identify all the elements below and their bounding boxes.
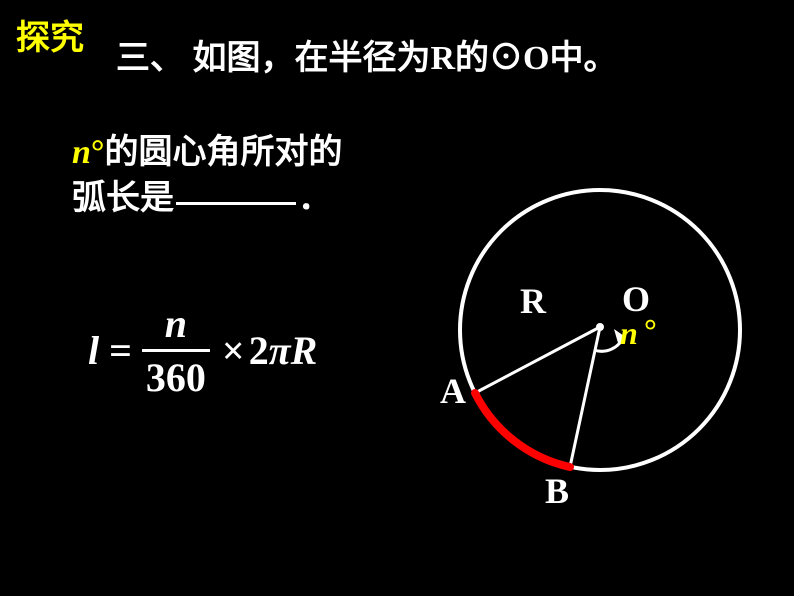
label-A: A xyxy=(440,370,466,412)
radius-OA xyxy=(475,327,600,393)
circle-diagram xyxy=(0,0,794,596)
radius-OB xyxy=(570,327,600,467)
label-n: n xyxy=(620,315,638,352)
arc-AB xyxy=(475,393,570,467)
label-R: R xyxy=(520,280,546,322)
label-n-degree: ° xyxy=(644,312,657,349)
label-B: B xyxy=(545,470,569,512)
center-dot xyxy=(596,323,604,331)
